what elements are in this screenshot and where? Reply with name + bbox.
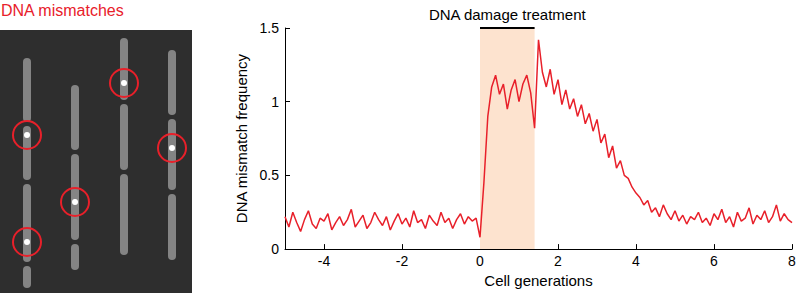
- svg-text:2: 2: [554, 253, 562, 269]
- svg-text:0: 0: [476, 253, 484, 269]
- svg-text:-2: -2: [396, 253, 409, 269]
- svg-text:DNA damage treatment: DNA damage treatment: [429, 6, 587, 23]
- svg-text:1: 1: [271, 94, 279, 110]
- svg-text:8: 8: [788, 253, 796, 269]
- svg-text:DNA mismatch frequency: DNA mismatch frequency: [233, 53, 250, 223]
- svg-text:0.5: 0.5: [260, 167, 280, 183]
- svg-text:1.5: 1.5: [260, 20, 280, 36]
- html-text:DNA mismatches: DNA mismatches: [1, 2, 124, 19]
- svg-text:6: 6: [710, 253, 718, 269]
- svg-text:4: 4: [632, 253, 640, 269]
- svg-text:0: 0: [271, 241, 279, 257]
- svg-text:-4: -4: [318, 253, 331, 269]
- svg-text:Cell generations: Cell generations: [484, 272, 592, 289]
